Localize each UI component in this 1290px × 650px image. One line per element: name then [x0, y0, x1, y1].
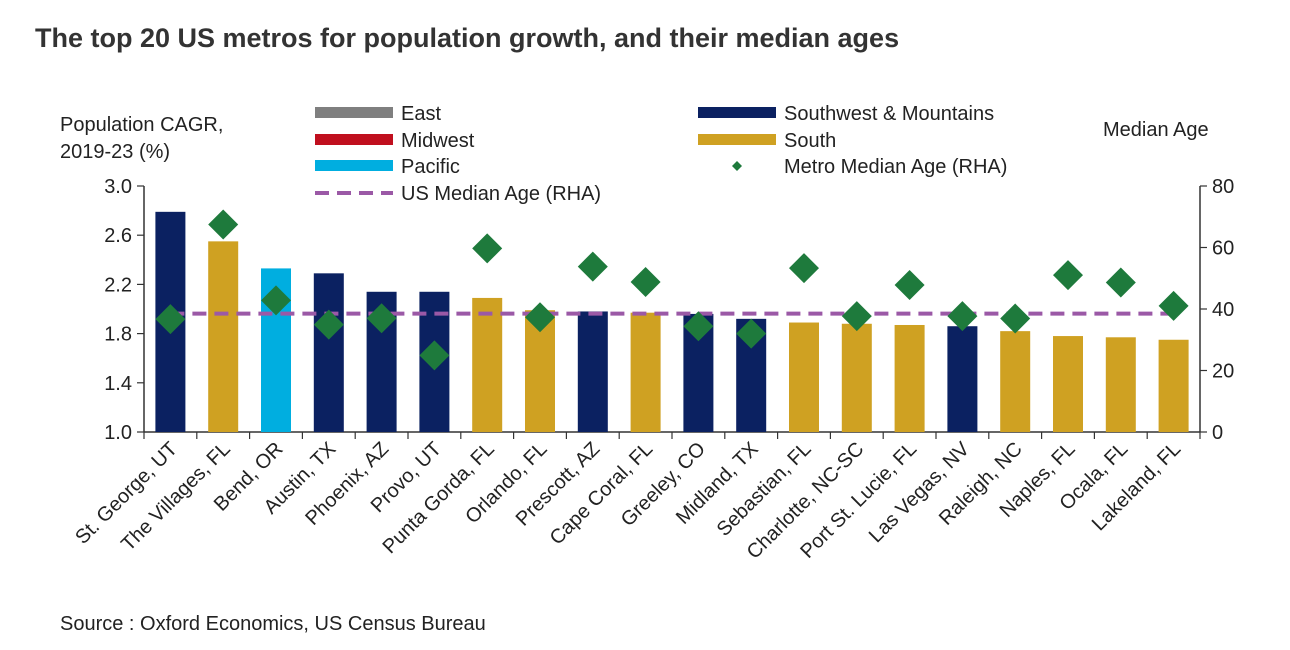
- right-tick-label: 0: [1212, 422, 1223, 444]
- legend-swatch: [732, 161, 742, 171]
- legend-label: Pacific: [401, 156, 460, 178]
- median-age-marker: [894, 270, 925, 301]
- median-age-marker: [419, 340, 450, 371]
- median-age-marker: [525, 302, 555, 333]
- legend-swatch: [315, 160, 393, 171]
- median-age-markers: [155, 209, 1189, 371]
- median-age-marker: [1158, 290, 1189, 321]
- legend: East Midwest Pacific US Median Age (RHA) Sou…: [315, 103, 1007, 205]
- median-age-marker: [366, 303, 397, 334]
- right-tick-label: 20: [1212, 361, 1234, 383]
- left-tick-label: 3.0: [104, 176, 132, 198]
- legend-label: US Median Age (RHA): [401, 183, 601, 205]
- axes: 1.0 1.4 1.8 2.2 2.6 3.0 0 20 40 60 80: [104, 176, 1234, 444]
- bar: [894, 324, 925, 432]
- left-axis-label-line1: Population CAGR,: [60, 114, 223, 136]
- median-age-marker: [313, 309, 344, 340]
- bar: [208, 241, 239, 432]
- source-note: Source : Oxford Economics, US Census Bur…: [60, 613, 486, 635]
- legend-swatch: [698, 134, 776, 145]
- right-tick-label: 60: [1212, 238, 1234, 260]
- bar: [789, 322, 819, 432]
- median-age-marker: [577, 251, 608, 282]
- left-tick-label: 2.2: [104, 274, 132, 296]
- right-axis-label: Median Age: [1103, 119, 1209, 141]
- median-age-marker: [155, 304, 186, 335]
- median-age-marker: [472, 233, 503, 264]
- median-age-marker: [789, 253, 819, 284]
- right-tick-label: 80: [1212, 176, 1234, 198]
- legend-swatch: [315, 134, 393, 145]
- chart-title: The top 20 US metros for population grow…: [35, 23, 899, 53]
- legend-label: South: [784, 130, 836, 152]
- median-age-marker: [947, 301, 978, 332]
- median-age-marker: [208, 209, 239, 240]
- left-tick-label: 1.4: [104, 373, 132, 395]
- legend-label: Metro Median Age (RHA): [784, 156, 1007, 178]
- bar: [947, 326, 978, 432]
- bar: [630, 312, 661, 432]
- legend-label: East: [401, 103, 441, 125]
- legend-label: Midwest: [401, 130, 475, 152]
- bar: [1053, 336, 1083, 432]
- median-age-marker: [1053, 260, 1083, 291]
- legend-swatch: [698, 107, 776, 118]
- bar: [472, 297, 503, 432]
- bar: [577, 311, 608, 432]
- bar: [1158, 339, 1189, 432]
- bar: [1105, 337, 1136, 432]
- bar: [841, 323, 872, 432]
- median-age-marker: [261, 285, 291, 316]
- median-age-marker: [1105, 267, 1136, 298]
- bar: [1000, 331, 1031, 432]
- left-tick-label: 2.6: [104, 225, 132, 247]
- median-age-marker: [683, 311, 714, 342]
- bar: [313, 273, 344, 432]
- median-age-marker: [736, 318, 767, 349]
- left-axis-label-line2: 2019-23 (%): [60, 141, 170, 163]
- left-tick-label: 1.8: [104, 324, 132, 346]
- left-tick-label: 1.0: [104, 422, 132, 444]
- median-age-marker: [1000, 303, 1031, 334]
- right-tick-label: 40: [1212, 299, 1234, 321]
- bar-series: [155, 211, 1189, 432]
- legend-label: Southwest & Mountains: [784, 103, 994, 125]
- median-age-marker: [841, 301, 872, 332]
- legend-swatch: [315, 107, 393, 118]
- median-age-marker: [630, 266, 661, 297]
